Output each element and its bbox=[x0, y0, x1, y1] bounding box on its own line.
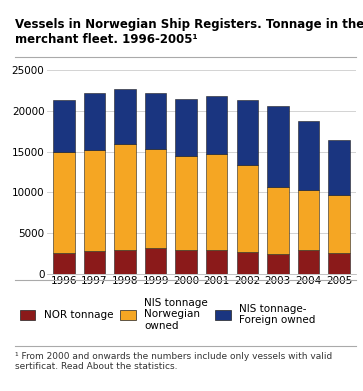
Bar bbox=[145, 93, 166, 149]
Bar bbox=[206, 154, 228, 250]
Bar bbox=[237, 252, 258, 274]
Bar bbox=[267, 254, 289, 274]
Bar bbox=[328, 253, 350, 274]
Bar bbox=[298, 121, 319, 190]
Text: Vessels in Norwegian Ship Registers. Tonnage in the
merchant fleet. 1996-2005¹: Vessels in Norwegian Ship Registers. Ton… bbox=[15, 18, 363, 46]
Bar bbox=[114, 144, 136, 250]
Bar bbox=[267, 106, 289, 187]
Bar bbox=[298, 250, 319, 274]
Bar bbox=[206, 95, 228, 154]
Bar bbox=[114, 89, 136, 144]
Bar bbox=[145, 249, 166, 274]
Bar bbox=[237, 165, 258, 252]
Bar bbox=[328, 195, 350, 253]
Bar bbox=[53, 152, 75, 253]
Legend: NOR tonnage, NIS tonnage
Norwegian
owned, NIS tonnage-
Foreign owned: NOR tonnage, NIS tonnage Norwegian owned… bbox=[20, 298, 316, 331]
Bar bbox=[237, 100, 258, 165]
Bar bbox=[328, 140, 350, 195]
Bar bbox=[175, 99, 197, 156]
Bar bbox=[114, 250, 136, 274]
Text: ¹ From 2000 and onwards the numbers include only vessels with valid
sertificat. : ¹ From 2000 and onwards the numbers incl… bbox=[15, 352, 332, 371]
Bar bbox=[53, 253, 75, 274]
Bar bbox=[175, 250, 197, 274]
Bar bbox=[53, 100, 75, 152]
Bar bbox=[84, 93, 105, 150]
Bar bbox=[175, 156, 197, 250]
Bar bbox=[267, 187, 289, 254]
Bar bbox=[84, 150, 105, 251]
Bar bbox=[298, 190, 319, 250]
Bar bbox=[206, 250, 228, 274]
Bar bbox=[145, 149, 166, 249]
Bar bbox=[84, 251, 105, 274]
